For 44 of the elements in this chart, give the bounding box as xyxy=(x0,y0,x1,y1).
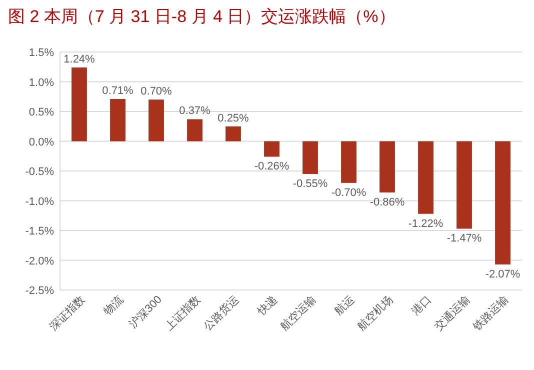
y-tick-label: 1.5% xyxy=(28,47,54,59)
x-tick-label: 物流 xyxy=(101,292,126,318)
x-tick-label: 上证指数 xyxy=(162,292,203,334)
data-label: -0.86% xyxy=(370,196,405,208)
x-tick-label: 快递 xyxy=(254,292,280,318)
bar xyxy=(148,100,164,142)
bar xyxy=(110,99,126,142)
x-tick-label: 铁路运输 xyxy=(470,292,511,334)
y-tick-label: -0.5% xyxy=(25,166,54,178)
data-label: 0.25% xyxy=(218,112,250,124)
data-label: 0.37% xyxy=(179,105,211,118)
y-tick-label: 1.0% xyxy=(28,76,54,89)
bar xyxy=(72,67,87,142)
bar xyxy=(380,141,395,192)
data-label: 1.24% xyxy=(64,53,96,66)
y-tick-label: 0.5% xyxy=(28,106,54,118)
data-label: -0.55% xyxy=(292,178,328,190)
x-tick-label: 港口 xyxy=(409,292,434,318)
y-tick-label: -1.5% xyxy=(25,226,54,238)
x-tick-label: 航空机场 xyxy=(355,292,396,334)
bar xyxy=(495,141,510,264)
data-label: 0.70% xyxy=(140,86,172,98)
data-label: -1.22% xyxy=(408,218,444,230)
x-tick-label: 航空运输 xyxy=(278,292,318,334)
x-tick-label: 公路货运 xyxy=(201,292,242,334)
x-tick-label: 沪深300 xyxy=(126,292,164,331)
bar xyxy=(264,141,280,157)
bar xyxy=(302,141,318,174)
bar xyxy=(418,141,434,214)
chart-title: 图 2 本周（7 月 31 日-8 月 4 日）交运涨跌幅（%） xyxy=(8,7,396,26)
data-label: -1.47% xyxy=(446,232,482,245)
y-tick-label: -1.0% xyxy=(25,196,54,208)
y-tick-label: 0.0% xyxy=(28,136,54,148)
bar xyxy=(187,119,202,142)
data-label: -0.26% xyxy=(254,160,290,173)
data-label: -2.07% xyxy=(485,268,520,280)
data-label: -0.70% xyxy=(331,186,366,199)
y-tick-label: -2.0% xyxy=(25,255,54,268)
bar xyxy=(341,141,356,183)
x-tick-label: 交通运输 xyxy=(432,292,472,334)
bar xyxy=(456,141,472,229)
x-tick-label: 航运 xyxy=(332,292,357,318)
bar xyxy=(226,126,241,142)
data-label: 0.71% xyxy=(102,85,134,98)
